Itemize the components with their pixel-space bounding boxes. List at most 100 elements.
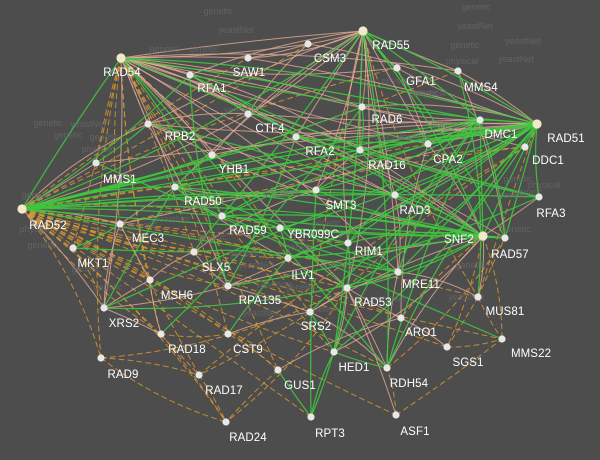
node-mms22[interactable] bbox=[498, 335, 506, 343]
node-rad50[interactable] bbox=[171, 183, 179, 191]
edge-genetic[interactable] bbox=[96, 57, 122, 359]
node-rad3[interactable] bbox=[391, 191, 399, 199]
edge-genetic[interactable] bbox=[100, 357, 200, 376]
edge-yeastNet[interactable] bbox=[333, 123, 538, 353]
edge-physical[interactable] bbox=[362, 30, 429, 145]
edge-yeastNet[interactable] bbox=[277, 369, 312, 418]
edge-yeastNet[interactable] bbox=[279, 227, 484, 237]
edge-physical[interactable] bbox=[149, 279, 162, 335]
edge-yeastNet[interactable] bbox=[359, 123, 538, 151]
edge-physical[interactable] bbox=[307, 43, 538, 125]
node-saw1[interactable] bbox=[244, 54, 252, 62]
node-rdh54[interactable] bbox=[383, 364, 391, 372]
edge-yeastNet[interactable] bbox=[21, 30, 364, 210]
edge-physical[interactable] bbox=[247, 43, 309, 59]
edge-physical[interactable] bbox=[21, 123, 149, 210]
edge-genetic[interactable] bbox=[477, 237, 506, 298]
node-sgs1[interactable] bbox=[443, 343, 451, 351]
node-rad16[interactable] bbox=[356, 146, 364, 154]
edge-yeastNet[interactable] bbox=[221, 215, 399, 273]
node-rpb2[interactable] bbox=[144, 120, 152, 128]
edge-yeastNet[interactable] bbox=[310, 351, 335, 418]
node-rpa135[interactable] bbox=[224, 282, 232, 290]
edge-genetic[interactable] bbox=[386, 367, 397, 416]
edge-genetic[interactable] bbox=[120, 57, 311, 313]
edge-physical[interactable] bbox=[346, 287, 402, 319]
edge-yeastNet[interactable] bbox=[21, 57, 122, 210]
edge-genetic[interactable] bbox=[21, 208, 200, 376]
edge-genetic[interactable] bbox=[21, 43, 309, 210]
edge-yeastNet[interactable] bbox=[221, 119, 481, 217]
edge-yeastNet[interactable] bbox=[193, 249, 289, 259]
edge-yeastNet[interactable] bbox=[362, 30, 484, 237]
edge-genetic[interactable] bbox=[386, 237, 506, 369]
node-snf2[interactable] bbox=[478, 231, 488, 241]
edge-genetic[interactable] bbox=[119, 146, 526, 225]
node-rad59[interactable] bbox=[218, 212, 226, 220]
node-slx5[interactable] bbox=[190, 248, 198, 256]
node-rpt3[interactable] bbox=[307, 413, 315, 421]
edge-genetic[interactable] bbox=[120, 57, 195, 253]
edge-yeastNet[interactable] bbox=[504, 123, 538, 239]
edge-yeastNet[interactable] bbox=[333, 30, 364, 353]
node-rad57[interactable] bbox=[501, 234, 509, 242]
edge-yeastNet[interactable] bbox=[174, 186, 484, 237]
edge-genetic[interactable] bbox=[21, 208, 348, 289]
edge-physical[interactable] bbox=[120, 53, 459, 72]
node-hed1[interactable] bbox=[330, 348, 338, 356]
edge-genetic[interactable] bbox=[21, 208, 349, 244]
edge-genetic[interactable] bbox=[21, 208, 229, 287]
edge-yeastNet[interactable] bbox=[287, 242, 349, 259]
edge-yeastNet[interactable] bbox=[362, 30, 538, 125]
edge-yeastNet[interactable] bbox=[21, 154, 213, 210]
edge-yeastNet[interactable] bbox=[21, 74, 191, 210]
edge-physical[interactable] bbox=[120, 57, 149, 125]
node-aro1[interactable] bbox=[397, 314, 405, 322]
edge-genetic[interactable] bbox=[21, 208, 74, 249]
edge-genetic[interactable] bbox=[21, 208, 162, 335]
edge-yeastNet[interactable] bbox=[120, 57, 538, 125]
edge-genetic[interactable] bbox=[400, 235, 484, 319]
edge-physical[interactable] bbox=[247, 43, 309, 115]
edge-physical[interactable] bbox=[147, 123, 396, 196]
edge-physical[interactable] bbox=[309, 311, 388, 369]
edge-yeastNet[interactable] bbox=[174, 154, 213, 188]
edge-physical[interactable] bbox=[227, 311, 311, 335]
edge-yeastNet[interactable] bbox=[315, 123, 538, 191]
edge-physical[interactable] bbox=[362, 30, 399, 273]
node-mre11[interactable] bbox=[394, 268, 402, 276]
node-gfa1[interactable] bbox=[393, 64, 401, 72]
edge-physical[interactable] bbox=[120, 57, 213, 156]
nodes-layer[interactable] bbox=[17, 26, 543, 426]
edge-physical[interactable] bbox=[149, 251, 195, 281]
node-gus1[interactable] bbox=[274, 366, 282, 374]
node-csm3[interactable] bbox=[304, 40, 312, 48]
node-ybr099c[interactable] bbox=[276, 224, 284, 232]
node-rad17[interactable] bbox=[195, 371, 203, 379]
edge-physical[interactable] bbox=[120, 56, 249, 59]
edge-physical[interactable] bbox=[477, 235, 485, 298]
edge-yeastNet[interactable] bbox=[221, 214, 484, 237]
node-rfa1[interactable] bbox=[186, 71, 194, 79]
edge-genetic[interactable] bbox=[395, 338, 503, 416]
edge-yeastNet[interactable] bbox=[479, 119, 484, 237]
edge-yeastNet[interactable] bbox=[362, 30, 389, 369]
edge-physical[interactable] bbox=[295, 119, 481, 138]
edge-genetic[interactable] bbox=[225, 369, 279, 423]
edge-physical[interactable] bbox=[103, 223, 121, 309]
node-cst9[interactable] bbox=[224, 330, 232, 338]
edge-yeastNet[interactable] bbox=[457, 70, 482, 298]
node-rad9[interactable] bbox=[97, 354, 105, 362]
edge-physical[interactable] bbox=[189, 30, 364, 76]
node-mms1[interactable] bbox=[92, 159, 100, 167]
node-asf1[interactable] bbox=[392, 411, 400, 419]
node-srs2[interactable] bbox=[306, 308, 314, 316]
edge-physical[interactable] bbox=[400, 317, 448, 348]
edge-yeastNet[interactable] bbox=[279, 227, 348, 289]
edge-yeastNet[interactable] bbox=[346, 123, 538, 289]
edge-physical[interactable] bbox=[103, 279, 151, 309]
edge-physical[interactable] bbox=[120, 57, 363, 108]
node-rad52[interactable] bbox=[17, 204, 27, 214]
edge-yeastNet[interactable] bbox=[227, 196, 540, 287]
